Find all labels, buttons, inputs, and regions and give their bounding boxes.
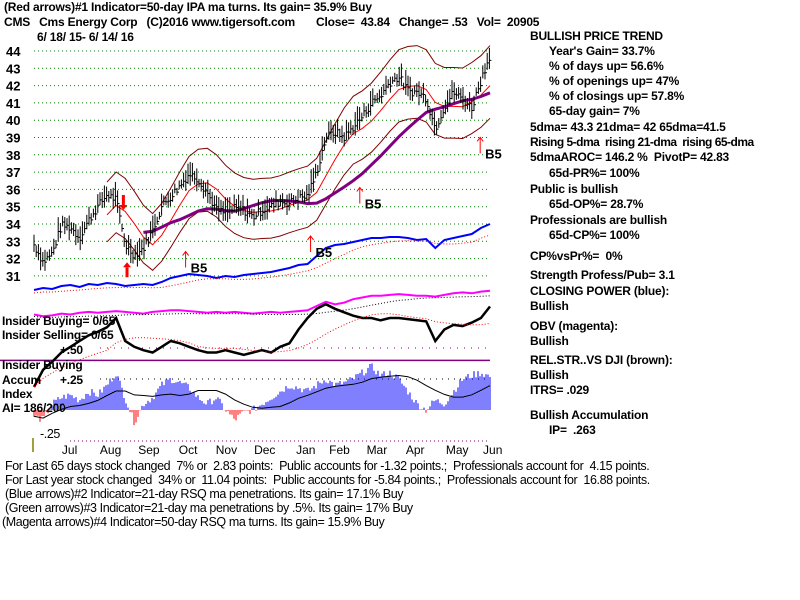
date-range: 6/ 18/ 15- 6/ 14/ 16	[37, 30, 134, 44]
ma-65day-line	[143, 91, 491, 234]
company-name: Cms Energy Corp	[39, 15, 138, 29]
close-value: Close= 43.84	[316, 15, 390, 29]
buy-arrowhead-icon	[356, 186, 364, 192]
ip-value: IP= .263	[549, 423, 596, 437]
dma-values: 5dma= 43.3 21dma= 42 65dma=41.5	[530, 120, 726, 134]
footer-blue-arrows: (Blue arrows)#2 Indicator=21-day RSQ ma …	[5, 487, 404, 501]
upper-band	[106, 45, 491, 215]
copyright: (C)2016 www.tigersoft.com	[146, 15, 296, 29]
obv-line	[33, 289, 491, 318]
accum-ma-line	[33, 374, 491, 419]
month-label: Aug	[100, 443, 121, 457]
ai-value: AI= 186/200	[2, 401, 66, 415]
relstr-line	[32, 302, 491, 388]
cp-vs-pr: CP%vsPr%= 0%	[530, 249, 623, 263]
volume-value: Vol= 20905	[476, 15, 540, 29]
closing-power-line	[33, 223, 491, 291]
insider-buying-line-label: Insider Buying	[2, 358, 83, 372]
gain-65d: 65-day gain= 7%	[549, 104, 640, 118]
month-label: Jun	[483, 443, 502, 457]
strength: Strength Profess/Pub= 3.1	[530, 268, 675, 282]
y-tick-label: 32	[6, 252, 20, 267]
month-label: Sep	[138, 443, 160, 457]
years-gain: Year's Gain= 33.7%	[549, 44, 655, 58]
red-down-arrowhead-icon	[119, 204, 128, 210]
b5-signal-label: B5	[365, 197, 382, 212]
accum-plus25-label: +.25	[60, 373, 83, 387]
insider-buying-count: Insider Buying= 0/65	[2, 314, 116, 328]
buy-arrowhead-icon	[307, 235, 314, 241]
change-value: Change= .53	[398, 15, 468, 29]
openings-up: % of openings up= 47%	[549, 74, 680, 88]
footer-magenta-arrows: (Magenta arrows)#4 Indicator=50-day RSQ …	[2, 515, 385, 529]
y-tick-label: 38	[6, 148, 20, 163]
accum-label: Accum	[2, 373, 42, 387]
relstr-label: REL.STR..VS DJI (brown):	[530, 353, 673, 367]
aroc-pivot: 5dmaAROC= 146.2 % PivotP= 42.83	[530, 150, 730, 164]
month-label: Oct	[179, 443, 198, 457]
y-tick-label: 36	[6, 182, 20, 197]
month-label: Dec	[254, 443, 275, 457]
trend-title: BULLISH PRICE TREND	[530, 29, 663, 43]
y-tick-label: 37	[6, 165, 20, 180]
accumulation-status: Bullish Accumulation	[530, 408, 649, 422]
accum-minus25-label: -.25	[40, 427, 60, 441]
relstr-ma	[33, 313, 491, 388]
insider-selling-count: Insider Selling= 0/65	[2, 328, 114, 342]
footer-year: For Last year stock changed 34% or 11.04…	[5, 473, 650, 487]
red-up-arrowhead-icon	[123, 262, 132, 268]
footer-65day: For Last 65 days stock changed 7% or 2.8…	[5, 459, 650, 473]
itrs-value: ITRS= .029	[530, 383, 590, 397]
month-label: Nov	[216, 443, 237, 457]
symbol: CMS	[4, 15, 31, 29]
y-tick-label: 44	[6, 44, 21, 59]
header-quote-row: CMS Cms Energy Corp (C)2016 www.tigersof…	[4, 16, 539, 29]
indicator1-text: (Red arrows)#1 Indicator=50-day IPA ma t…	[4, 0, 372, 14]
buy-arrowhead-icon	[182, 250, 190, 256]
index-label: Index	[2, 387, 33, 401]
rising-dma: Rising 5-dma rising 21-dma rising 65-dma	[530, 135, 754, 149]
cp65: 65d-CP%= 100%	[549, 228, 640, 242]
y-tick-label: 40	[6, 113, 20, 128]
closing-power-label: CLOSING POWER (blue):	[530, 284, 670, 298]
month-label: Mar	[367, 443, 388, 457]
month-label: Jul	[62, 443, 77, 457]
red-up-arrow-icon	[125, 267, 129, 278]
y-tick-label: 39	[6, 131, 20, 146]
y-tick-label: 43	[6, 61, 20, 76]
obv-label: OBV (magenta):	[530, 319, 618, 333]
public-status: Public is bullish	[530, 182, 618, 196]
b5-signal-label: B5	[191, 261, 208, 276]
footer-green-arrows: (Green arrows)#3 Indicator=21-day ma pen…	[5, 501, 413, 515]
days-up: % of days up= 56.6%	[549, 59, 664, 73]
y-tick-label: 33	[6, 234, 20, 249]
y-tick-label: 35	[6, 200, 20, 215]
obv-ma	[33, 295, 491, 318]
y-tick-label: 34	[6, 217, 21, 232]
month-label: Feb	[329, 443, 350, 457]
accum-plus50-label: +.50	[60, 343, 83, 357]
month-label: Apr	[406, 443, 425, 457]
lower-band	[106, 117, 491, 271]
month-label: Jan	[296, 443, 315, 457]
b5-signal-label: B5	[485, 146, 502, 161]
y-tick-label: 31	[6, 269, 20, 284]
buy-arrowhead-icon	[476, 136, 484, 142]
op65: 65d-OP%= 28.7%	[549, 197, 644, 211]
relstr-status: Bullish	[530, 368, 569, 382]
red-down-arrow-icon	[121, 194, 125, 205]
y-tick-label: 42	[6, 79, 20, 94]
closing-power-status: Bullish	[530, 299, 569, 313]
closing-power-ma	[33, 234, 491, 294]
pr65: 65d-PR%= 100%	[549, 166, 640, 180]
b5-signal-label: B5	[316, 245, 333, 260]
obv-status: Bullish	[530, 334, 569, 348]
professionals-status: Professionals are bullish	[530, 213, 668, 227]
month-label: May	[446, 443, 469, 457]
closings-up: % of closings up= 57.8%	[549, 89, 685, 103]
y-tick-label: 41	[6, 96, 20, 111]
